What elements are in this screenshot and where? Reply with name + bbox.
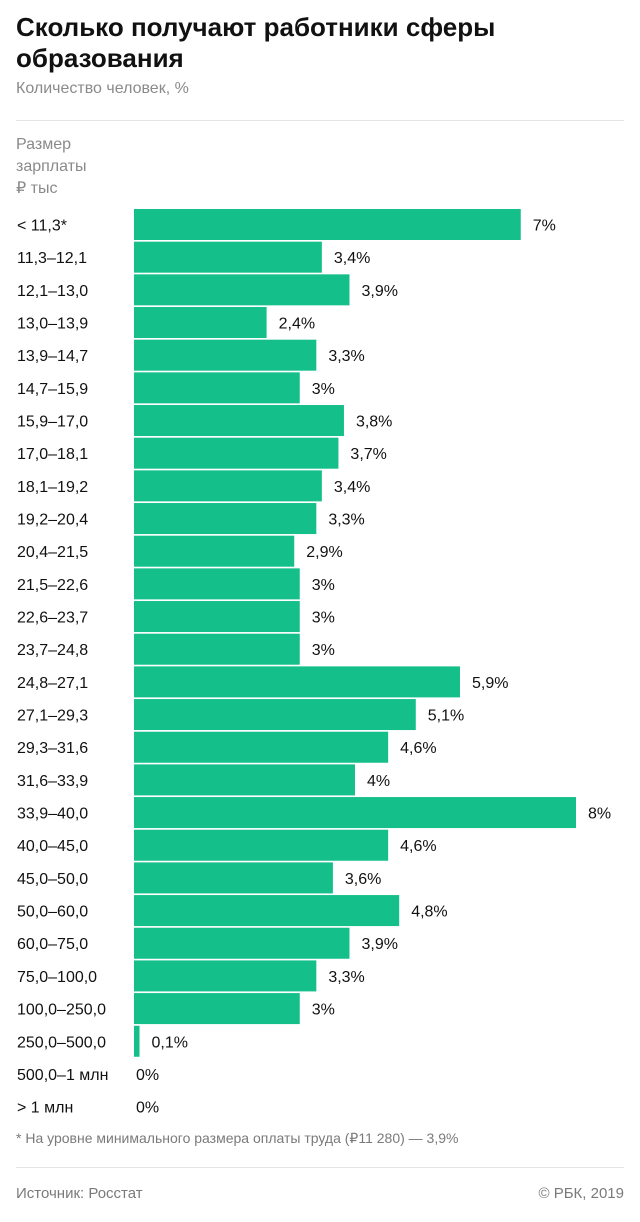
category-label: 12,1–13,0 [17,283,88,300]
bar [134,960,317,992]
bar [134,633,300,665]
bar [134,764,355,796]
value-label: 0% [136,1067,159,1084]
category-label: 100,0–250,0 [17,1002,106,1019]
value-label: 3,4% [334,479,370,496]
bar [134,797,576,829]
bar [134,405,344,437]
value-label: 3% [312,381,335,398]
category-label: 29,3–31,6 [17,740,88,757]
category-header-line-1: Размер [16,136,71,153]
value-label: 5,9% [472,675,508,692]
category-label: 17,0–18,1 [17,446,88,463]
bar [134,437,339,469]
value-label: 0% [136,1100,159,1117]
bar [134,274,350,306]
category-label: 15,9–17,0 [17,414,88,431]
category-label: 18,1–19,2 [17,479,88,496]
category-label: 45,0–50,0 [17,871,88,888]
bar [134,372,300,404]
bar [134,927,350,959]
category-label: 23,7–24,8 [17,642,88,659]
value-label: 3% [312,1002,335,1019]
bar [134,895,400,927]
category-label: 40,0–45,0 [17,838,88,855]
value-label: 5,1% [428,708,464,725]
category-label: 50,0–60,0 [17,904,88,921]
category-label: 14,7–15,9 [17,381,88,398]
value-label: 7% [533,218,556,235]
value-label: 3% [312,577,335,594]
value-label: 3,3% [328,969,364,986]
value-label: 4,8% [411,904,447,921]
bar [134,731,389,763]
bar [134,699,416,731]
copyright-note: © РБК, 2019 [538,1185,624,1202]
value-label: 3% [312,642,335,659]
bar [134,666,460,698]
category-label: 11,3–12,1 [17,250,87,267]
bar [134,862,333,894]
bar [134,241,322,273]
value-label: 2,4% [279,316,315,333]
source-note: Источник: Росстат [16,1185,143,1202]
chart-title: Сколько получают работники сферы образов… [16,12,496,73]
category-label: > 1 млн [17,1100,73,1117]
header-divider [16,120,624,121]
bar [134,307,267,339]
bar [134,601,300,633]
value-label: 3,6% [345,871,381,888]
value-label: 4,6% [400,740,436,757]
category-header-line-3: ₽ тыс [16,180,58,197]
value-label: 0,1% [152,1034,188,1051]
chart-subtitle: Количество человек, % [16,80,189,97]
value-label: 3,8% [356,414,392,431]
category-label: 75,0–100,0 [17,969,97,986]
category-label: 27,1–29,3 [17,708,88,725]
category-label: 20,4–21,5 [17,544,88,561]
value-label: 2,9% [306,544,342,561]
bar [134,470,322,502]
category-label: 500,0–1 млн [17,1067,108,1084]
bar [134,339,317,371]
bar [134,1025,140,1057]
category-label: 33,9–40,0 [17,806,88,823]
value-label: 3,3% [328,348,364,365]
value-label: 3% [312,610,335,627]
value-label: 8% [588,806,611,823]
category-axis-header: Размер зарплаты ₽ тыс [16,134,126,200]
category-label: 250,0–500,0 [17,1034,106,1051]
value-label: 3,9% [361,936,397,953]
category-label: 60,0–75,0 [17,936,88,953]
category-label: 13,9–14,7 [17,348,88,365]
bar [134,209,521,240]
value-label: 3,7% [350,446,386,463]
category-label: 19,2–20,4 [17,512,88,529]
value-label: 3,9% [361,283,397,300]
footer-divider [16,1167,624,1168]
bar [134,829,389,861]
category-label: 22,6–23,7 [17,610,88,627]
category-header-line-2: зарплаты [16,158,87,175]
bar [134,503,317,535]
bar [134,993,300,1025]
value-label: 4% [367,773,390,790]
category-label: < 11,3* [17,218,67,235]
value-label: 3,4% [334,250,370,267]
category-label: 31,6–33,9 [17,773,88,790]
bar [134,568,300,600]
footnote: * На уровне минимального размера оплаты … [16,1130,459,1146]
category-label: 21,5–22,6 [17,577,88,594]
category-label: 13,0–13,9 [17,316,88,333]
category-label: 24,8–27,1 [17,675,88,692]
value-label: 3,3% [328,512,364,529]
value-label: 4,6% [400,838,436,855]
bar [134,535,295,567]
